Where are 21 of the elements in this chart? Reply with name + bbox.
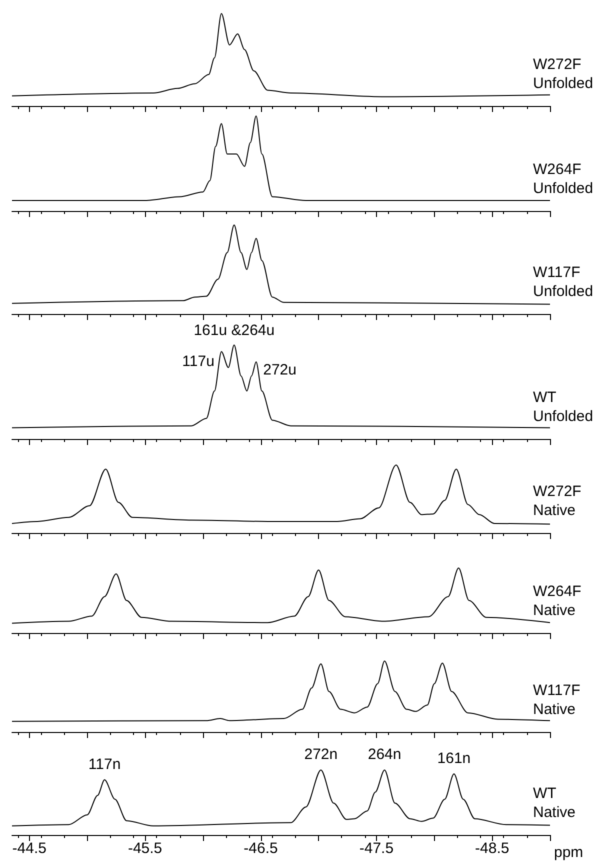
text: W264F Unfolded <box>533 161 594 197</box>
x-tick-label: -47.5 <box>359 840 394 857</box>
x-tick-label: -48.5 <box>475 840 510 857</box>
annotation: 161u &264u <box>194 322 275 339</box>
x-tick-label: -45.5 <box>128 840 162 857</box>
annotation: 272n <box>304 746 338 763</box>
x-tick-label: -46.5 <box>244 840 278 857</box>
annotation: 264n <box>368 746 402 763</box>
text: W272F Unfolded <box>533 56 594 92</box>
annotation: 272u <box>263 361 296 378</box>
x-axis-title: ppm <box>554 844 584 861</box>
text: W272F Native <box>533 483 582 519</box>
annotation: 117n <box>88 756 121 773</box>
text: WT Unfolded <box>533 389 594 425</box>
text: W117F Unfolded <box>533 264 594 300</box>
x-tick-label: -44.5 <box>12 840 46 857</box>
annotation: 117u <box>182 353 214 370</box>
text: WT Native <box>533 785 576 821</box>
text: W117F Native <box>533 682 580 718</box>
annotation: 161n <box>437 750 471 767</box>
text: W264F Native <box>533 583 582 619</box>
